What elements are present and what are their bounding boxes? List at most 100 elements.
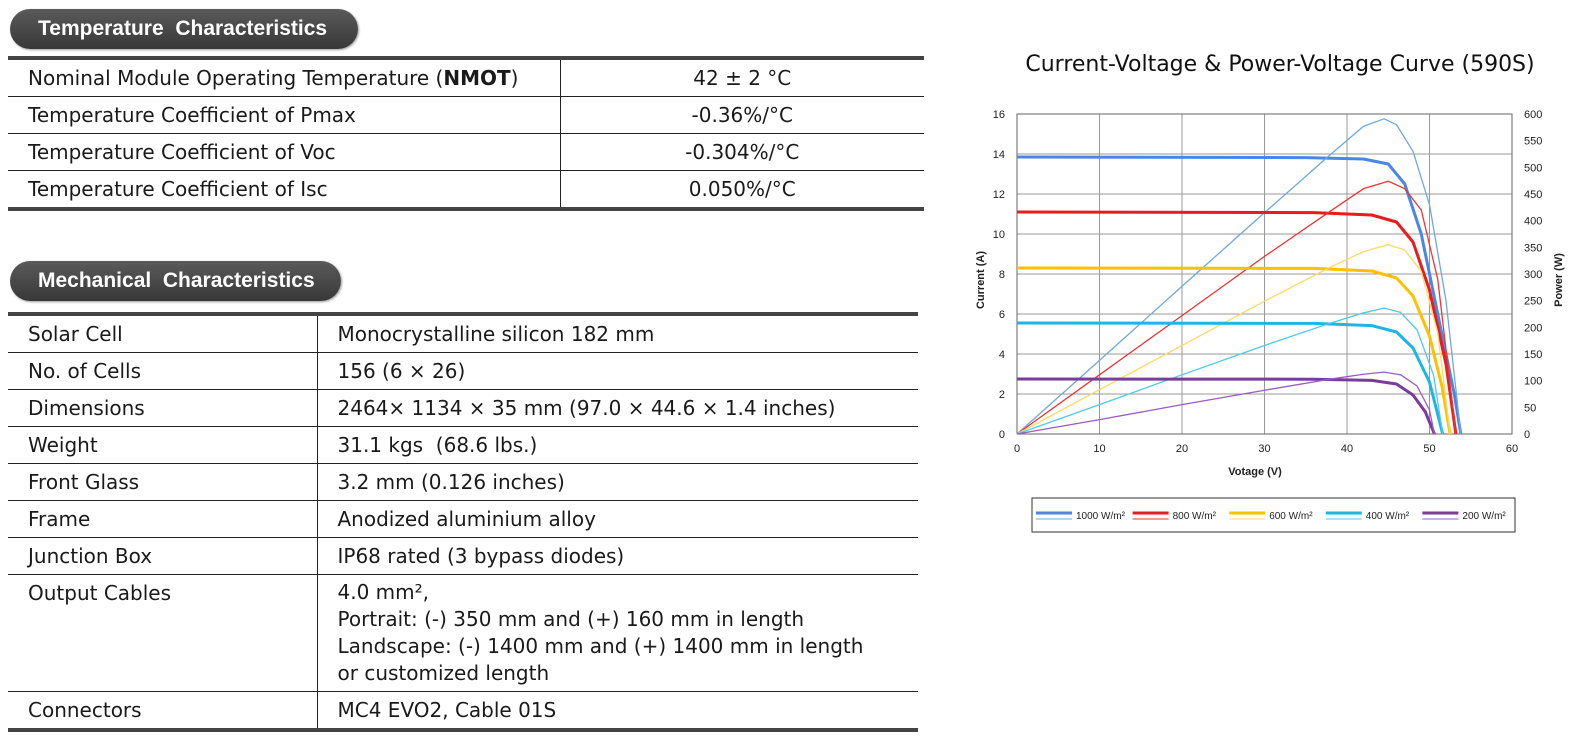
- table-row: Dimensions 2464× 1134 × 35 mm (97.0 × 44…: [8, 389, 918, 427]
- table-row: Frame Anodized aluminium alloy: [8, 500, 918, 538]
- iv-curve-3: [1016, 266, 1452, 435]
- y2-tick-label: 450: [1524, 189, 1542, 201]
- y-tick-label: 14: [993, 149, 1005, 161]
- table-row: Temperature Coefficient of Pmax -0.36%/°…: [8, 96, 924, 134]
- spec-label: Junction Box: [8, 537, 318, 575]
- x-tick-label: 10: [1093, 443, 1105, 455]
- spec-value: 2464× 1134 × 35 mm (97.0 × 44.6 × 1.4 in…: [317, 389, 918, 427]
- table-row: No. of Cells 156 (6 × 26): [8, 352, 918, 390]
- y2-tick-label: 400: [1524, 216, 1542, 228]
- legend-label: 200 W/m²: [1462, 511, 1506, 522]
- chart-axes: 0 10 20 30 40 50 60024681012141605010015020025…: [993, 109, 1543, 455]
- table-row: Junction Box IP68 rated (3 bypass diodes…: [8, 537, 918, 575]
- y-tick-label: 8: [999, 269, 1005, 281]
- spec-label: Solar Cell: [8, 312, 318, 353]
- pv-curve-2: [1016, 180, 1457, 435]
- y-tick-label: 10: [993, 229, 1005, 241]
- y2-tick-label: 300: [1524, 269, 1542, 281]
- pv-curve-3: [1016, 244, 1451, 435]
- spec-label: Weight: [8, 426, 318, 464]
- x-tick-label: 40: [1341, 443, 1353, 455]
- spec-value: 31.1 kgs (68.6 lbs.): [317, 426, 918, 464]
- chart-series: [1016, 118, 1463, 435]
- mechanical-section-header: Mechanical Characteristics: [10, 261, 341, 301]
- x-tick-label: 20: [1176, 443, 1188, 455]
- x-tick-label: 30: [1258, 443, 1270, 455]
- temperature-section-header: Temperature Characteristics: [10, 9, 358, 49]
- x-tick-label: 60: [1506, 443, 1518, 455]
- temperature-section-title: Temperature Characteristics: [38, 17, 328, 40]
- y-tick-label: 16: [993, 109, 1005, 121]
- spec-value: 156 (6 × 26): [317, 352, 918, 390]
- spec-label: Frame: [8, 500, 318, 538]
- spec-label: Nominal Module Operating Temperature (NM…: [8, 56, 561, 97]
- table-row: Connectors MC4 EVO2, Cable 01S: [8, 691, 918, 732]
- y2-axis-label: Power (W): [1553, 253, 1565, 307]
- spec-value: 4.0 mm², Portrait: (-) 350 mm and (+) 16…: [317, 574, 918, 692]
- table-row: Nominal Module Operating Temperature (NM…: [8, 56, 924, 97]
- spec-value: -0.36%/°C: [560, 96, 924, 134]
- y-tick-label: 12: [993, 189, 1005, 201]
- y-tick-label: 6: [999, 309, 1005, 321]
- y-tick-label: 0: [999, 429, 1005, 441]
- legend-label: 400 W/m²: [1366, 511, 1410, 522]
- iv-pv-chart: 0 10 20 30 40 50 60024681012141605010015020025…: [975, 109, 1565, 533]
- pv-curve-1: [1016, 118, 1462, 435]
- temperature-table: Nominal Module Operating Temperature (NM…: [8, 56, 924, 211]
- y2-tick-label: 150: [1524, 349, 1542, 361]
- legend-label: 1000 W/m²: [1076, 511, 1126, 522]
- legend-label: 800 W/m²: [1173, 511, 1217, 522]
- y2-tick-label: 600: [1524, 109, 1542, 121]
- legend-label: 600 W/m²: [1269, 511, 1313, 522]
- table-row: Output Cables 4.0 mm², Portrait: (-) 350…: [8, 574, 918, 692]
- value-line: Portrait: (-) 350 mm and (+) 160 mm in l…: [337, 607, 805, 631]
- chart-legend: 1000 W/m² 800 W/m² 600 W/m² 400 W/m² 200 W/m…: [1031, 497, 1516, 533]
- y2-tick-label: 200: [1524, 322, 1542, 334]
- pv-curve-4: [1016, 307, 1444, 435]
- y2-tick-label: 100: [1524, 376, 1542, 388]
- pv-curve-5: [1016, 371, 1436, 435]
- spec-label: Front Glass: [8, 463, 318, 501]
- mechanical-section-title: Mechanical Characteristics: [38, 269, 315, 292]
- iv-curve-5: [1016, 377, 1436, 435]
- value-line: 4.0 mm²,: [337, 580, 430, 604]
- y-tick-label: 2: [999, 389, 1005, 401]
- spec-label: Connectors: [8, 691, 318, 732]
- table-row: Solar Cell Monocrystalline silicon 182 m…: [8, 312, 918, 353]
- iv-curve-1: [1016, 155, 1463, 435]
- table-row: Temperature Coefficient of Isc 0.050%/°C: [8, 170, 924, 211]
- y2-tick-label: 550: [1524, 136, 1542, 148]
- y2-tick-label: 50: [1524, 402, 1536, 414]
- y-axis-label: Current (A): [975, 251, 987, 309]
- y2-tick-label: 500: [1524, 162, 1542, 174]
- spec-value: Monocrystalline silicon 182 mm: [317, 312, 918, 353]
- table-row: Front Glass 3.2 mm (0.126 inches): [8, 463, 918, 501]
- chart-grid: [1016, 113, 1513, 435]
- value-line: or customized length: [337, 661, 550, 685]
- legend-box: [1031, 497, 1516, 533]
- spec-label: Dimensions: [8, 389, 318, 427]
- chart-title: Current-Voltage & Power-Voltage Curve (5…: [1025, 52, 1535, 77]
- spec-value: 3.2 mm (0.126 inches): [317, 463, 918, 501]
- spec-label: Temperature Coefficient of Pmax: [8, 96, 561, 134]
- spec-value: 42 ± 2 °C: [560, 56, 924, 97]
- table-row: Weight 31.1 kgs (68.6 lbs.): [8, 426, 918, 464]
- x-tick-label: 0: [1014, 443, 1020, 455]
- y2-tick-label: 0: [1524, 429, 1530, 441]
- x-tick-label: 50: [1423, 443, 1435, 455]
- spec-value: -0.304%/°C: [560, 133, 924, 171]
- spec-label: Temperature Coefficient of Isc: [8, 170, 561, 211]
- table-row: Temperature Coefficient of Voc -0.304%/°…: [8, 133, 924, 171]
- iv-curve-2: [1016, 210, 1458, 435]
- spec-value: 0.050%/°C: [560, 170, 924, 211]
- mechanical-table: Solar Cell Monocrystalline silicon 182 m…: [8, 312, 918, 732]
- spec-label: Output Cables: [8, 574, 318, 692]
- y-tick-label: 4: [999, 349, 1005, 361]
- y2-tick-label: 350: [1524, 242, 1542, 254]
- spec-value: MC4 EVO2, Cable 01S: [317, 691, 918, 732]
- y2-tick-label: 250: [1524, 296, 1542, 308]
- spec-value: IP68 rated (3 bypass diodes): [317, 537, 918, 575]
- iv-curve-4: [1016, 321, 1445, 435]
- plot-border: [1016, 113, 1513, 435]
- x-axis-label: Votage (V): [1228, 466, 1282, 478]
